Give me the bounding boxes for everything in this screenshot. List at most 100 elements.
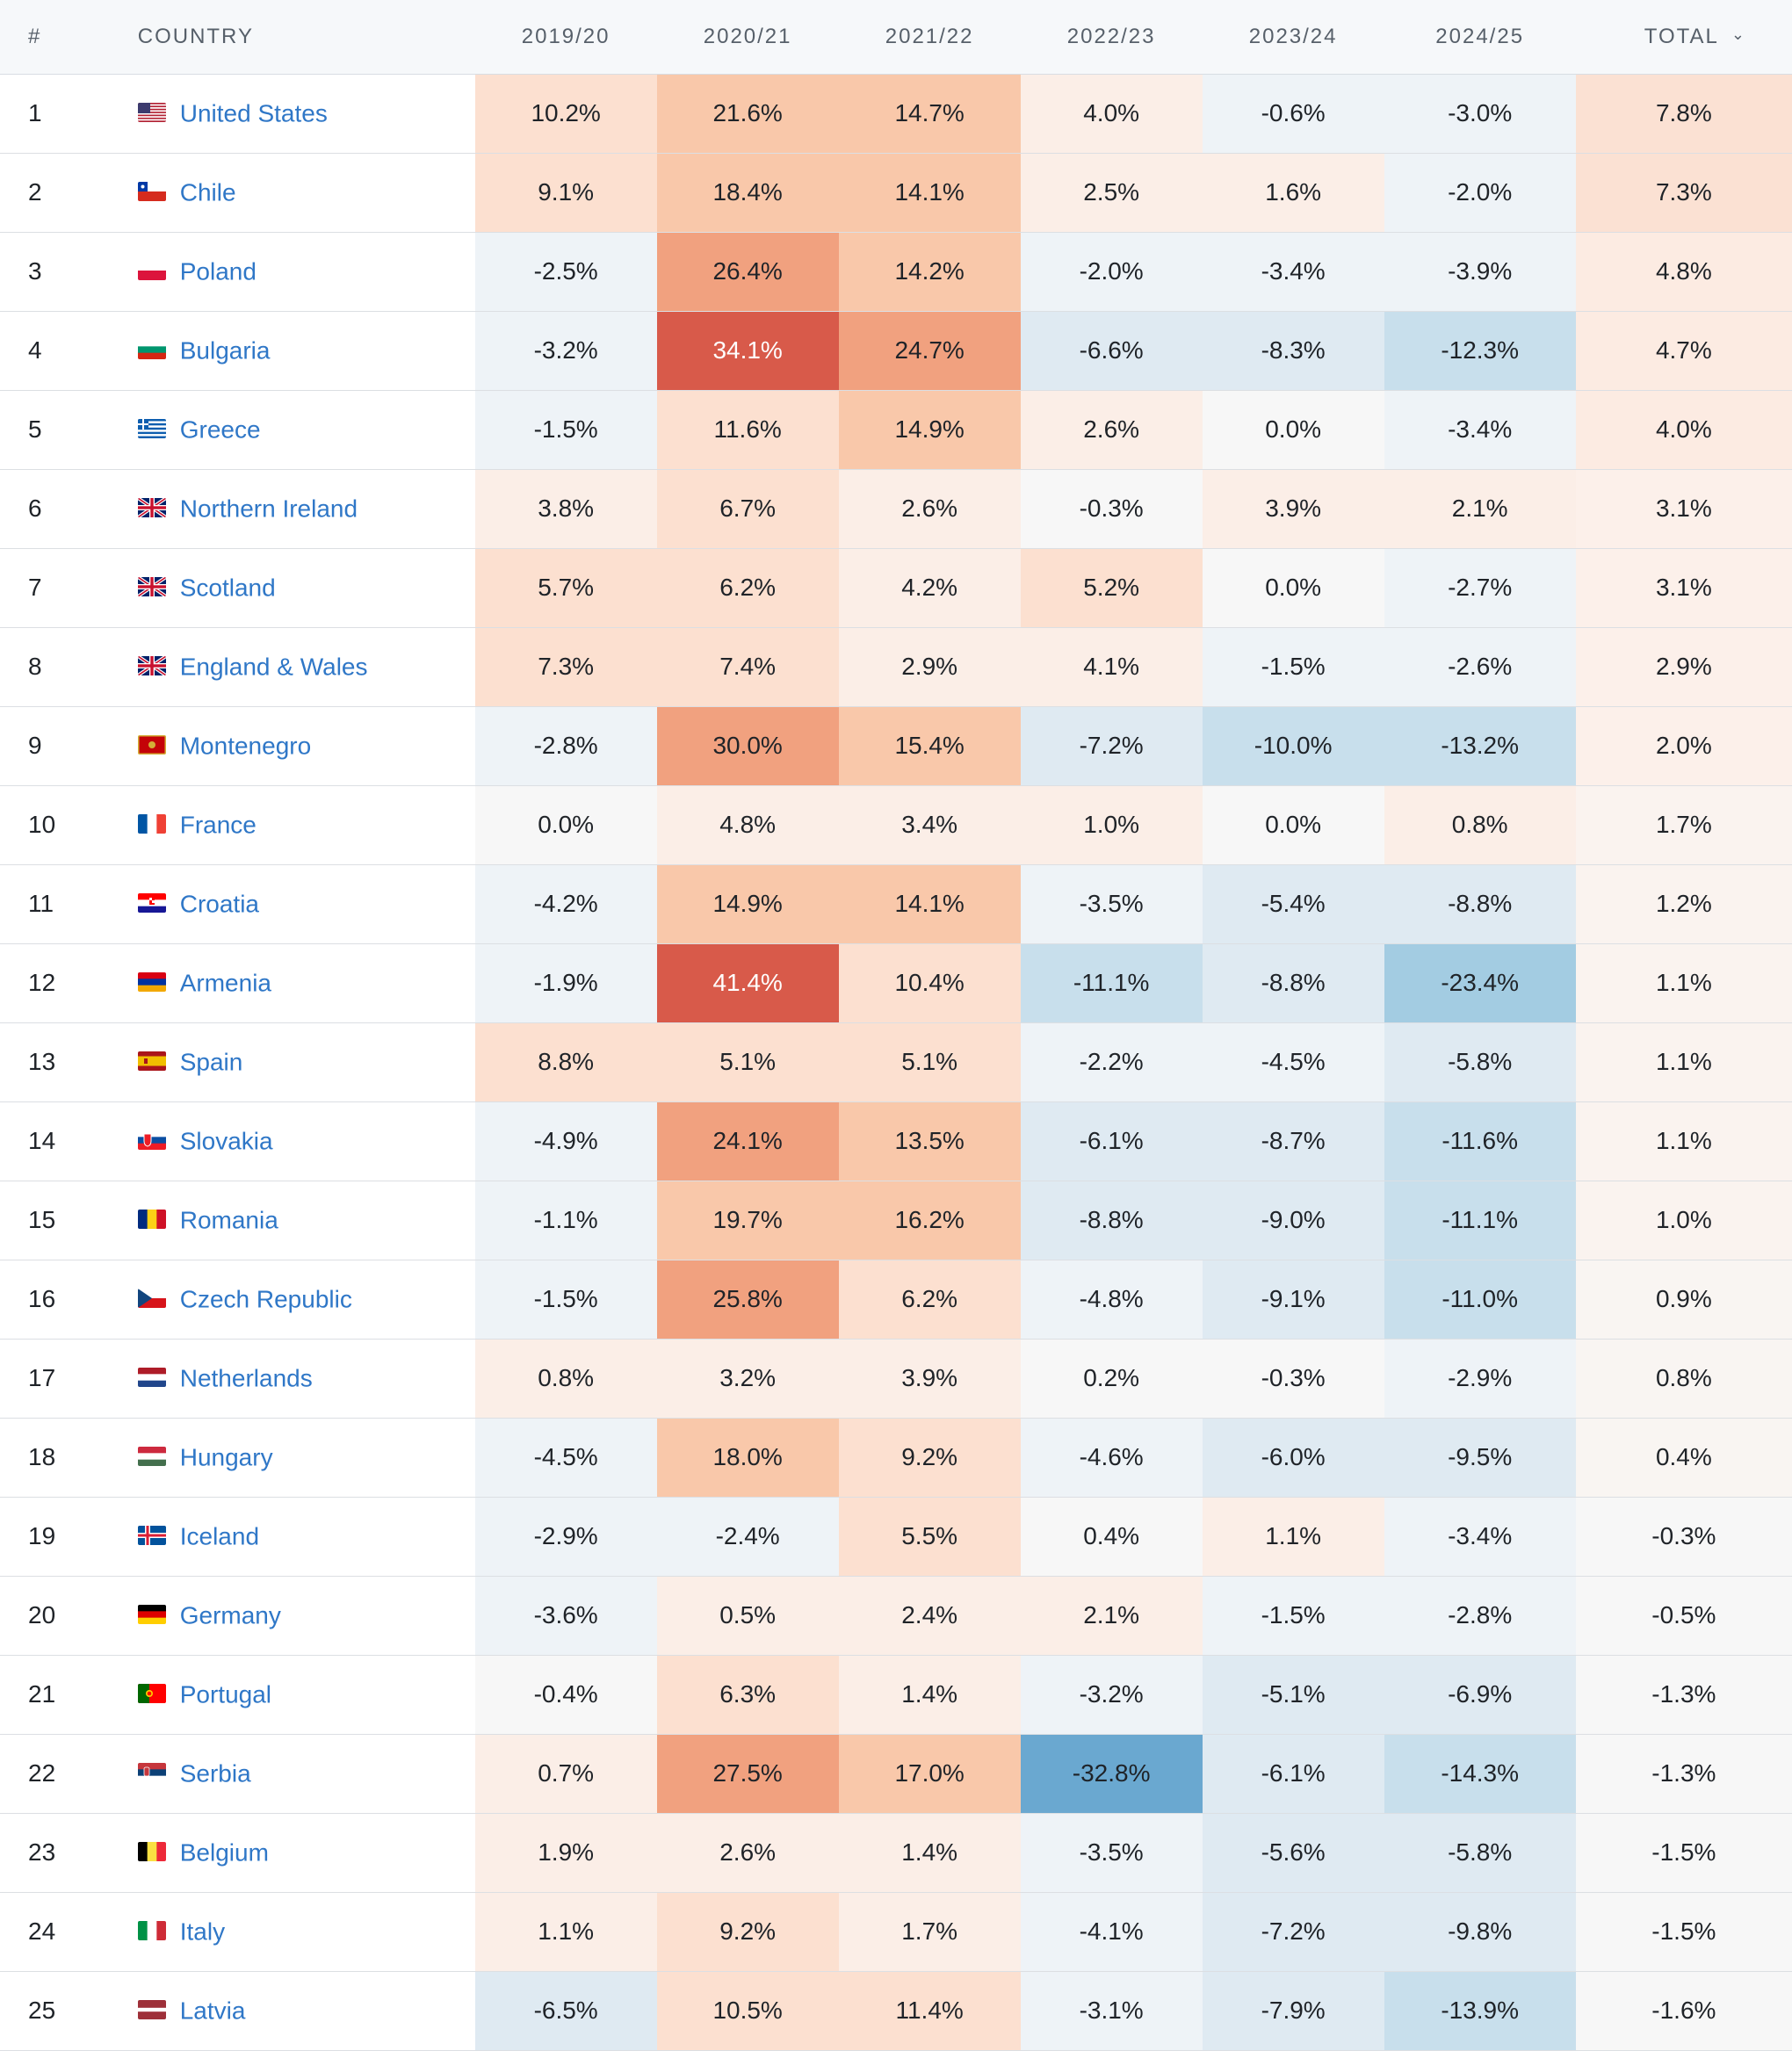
country-link[interactable]: Croatia (179, 890, 259, 918)
table-row[interactable]: 13 Spain 8.8% 5.1% 5.1% -2.2% -4.5% -5.8% 1.1% (0, 1022, 1792, 1102)
country-link[interactable]: Bulgaria (179, 336, 271, 365)
country-link[interactable]: England & Wales (179, 653, 368, 681)
country-link[interactable]: Slovakia (179, 1127, 273, 1155)
total-cell: -1.5% (1575, 1813, 1792, 1893)
value-cell-2019-20: 7.3% (474, 627, 657, 707)
table-row[interactable]: 17 Netherlands 0.8% 3.2% 3.9% 0.2% -0.3% -2.9% 0… (0, 1339, 1792, 1419)
country-link[interactable]: Greece (179, 415, 261, 444)
rank-cell: 12 (0, 943, 133, 1023)
value-cell-2024-25: -5.8% (1384, 1022, 1576, 1102)
value-cell-2024-25: 0.8% (1384, 785, 1576, 865)
table-row[interactable]: 3 Poland -2.5% 26.4% 14.2% -2.0% -3.4% -3.9% 4.8… (0, 232, 1792, 312)
country-cell: Germany (132, 1576, 475, 1656)
value-cell-2024-25: -11.1% (1384, 1181, 1576, 1260)
country-link[interactable]: Portugal (179, 1680, 272, 1708)
table-row[interactable]: 14 Slovakia -4.9% 24.1% 13.5% -6.1% -8.7% -11.6… (0, 1101, 1792, 1181)
value-cell-2020-21: 14.9% (656, 864, 839, 944)
header-year-2024-25[interactable]: 2024/25 (1384, 0, 1576, 75)
value-cell-2022-23: -3.5% (1020, 1813, 1203, 1893)
rank-cell: 8 (0, 627, 133, 707)
value-cell-2021-22: 14.2% (838, 232, 1021, 312)
value-cell-2023-24: -0.6% (1202, 74, 1384, 154)
value-cell-2023-24: -7.2% (1202, 1892, 1384, 1972)
value-cell-2024-25: -11.6% (1384, 1101, 1576, 1181)
country-link[interactable]: United States (179, 99, 328, 127)
country-link[interactable]: Hungary (179, 1443, 273, 1471)
table-row[interactable]: 23 Belgium 1.9% 2.6% 1.4% -3.5% -5.6% -5.8% -1.5… (0, 1813, 1792, 1893)
country-link[interactable]: Northern Ireland (179, 495, 358, 523)
country-link[interactable]: Spain (179, 1048, 243, 1076)
header-year-2022-23[interactable]: 2022/23 (1020, 0, 1203, 75)
table-row[interactable]: 21 Portugal -0.4% 6.3% 1.4% -3.2% -5.1% -6.9% -1… (0, 1655, 1792, 1735)
value-cell-2020-21: 6.7% (656, 469, 839, 549)
flag-rs-icon (137, 1762, 166, 1782)
table-row[interactable]: 11 Croatia -4.2% 14.9% 14.1% -3.5% -5.4% -8.8% 1… (0, 864, 1792, 944)
table-row[interactable]: 22 Serbia 0.7% 27.5% 17.0% -32.8% -6.1% -14.3% -… (0, 1734, 1792, 1814)
country-link[interactable]: Poland (179, 257, 257, 285)
rank-cell: 10 (0, 785, 133, 865)
header-rank[interactable]: # (0, 0, 133, 75)
header-country[interactable]: COUNTRY (132, 0, 475, 75)
country-link[interactable]: Italy (179, 1917, 226, 1946)
table-row[interactable]: 10 France 0.0% 4.8% 3.4% 1.0% 0.0% 0.8% 1.7% (0, 785, 1792, 865)
flag-cz-icon (137, 1288, 166, 1308)
table-row[interactable]: 7 Scotland 5.7% 6.2% 4.2% 5.2% 0.0% -2.7% 3.1% (0, 548, 1792, 628)
country-link[interactable]: Iceland (179, 1522, 260, 1550)
value-cell-2021-22: 5.5% (838, 1497, 1021, 1577)
value-cell-2022-23: 0.4% (1020, 1497, 1203, 1577)
value-cell-2022-23: -4.6% (1020, 1418, 1203, 1498)
rank-cell: 4 (0, 311, 133, 391)
header-year-2023-24[interactable]: 2023/24 (1202, 0, 1384, 75)
country-link[interactable]: Scotland (179, 574, 276, 602)
country-link[interactable]: Serbia (179, 1759, 251, 1787)
value-cell-2019-20: -4.9% (474, 1101, 657, 1181)
header-year-2020-21[interactable]: 2020/21 (656, 0, 839, 75)
country-link[interactable]: Czech Republic (179, 1285, 352, 1313)
table-row[interactable]: 24 Italy 1.1% 9.2% 1.7% -4.1% -7.2% -9.8% -1.5% (0, 1892, 1792, 1972)
country-link[interactable]: Romania (179, 1206, 278, 1234)
header-total[interactable]: TOTAL ⌄ (1575, 0, 1792, 75)
table-header-row: # COUNTRY 2019/20 2020/21 2021/22 2022/2… (0, 0, 1792, 75)
table-row[interactable]: 20 Germany -3.6% 0.5% 2.4% 2.1% -1.5% -2.8% -0.5… (0, 1576, 1792, 1656)
country-link[interactable]: France (179, 811, 257, 839)
table-row[interactable]: 8 England & Wales 7.3% 7.4% 2.9% 4.1% -1.5% -2.… (0, 627, 1792, 707)
country-link[interactable]: Montenegro (179, 732, 312, 760)
total-cell: 3.1% (1575, 548, 1792, 628)
country-link[interactable]: Armenia (179, 969, 271, 997)
table-row[interactable]: 6 Northern Ireland 3.8% 6.7% 2.6% -0.3% 3.9% 2.… (0, 469, 1792, 549)
country-link[interactable]: Germany (179, 1601, 281, 1629)
total-cell: 1.0% (1575, 1181, 1792, 1260)
table-row[interactable]: 15 Romania -1.1% 19.7% 16.2% -8.8% -9.0% -11.1%… (0, 1181, 1792, 1260)
table-row[interactable]: 5 Greece -1.5% 11.6% 14.9% 2.6% 0.0% -3.4% 4.0% (0, 390, 1792, 470)
country-cell: Italy (132, 1892, 475, 1972)
value-cell-2024-25: -3.0% (1384, 74, 1576, 154)
header-year-2019-20[interactable]: 2019/20 (474, 0, 657, 75)
table-row[interactable]: 12 Armenia -1.9% 41.4% 10.4% -11.1% -8.8% -23.4… (0, 943, 1792, 1023)
country-link[interactable]: Netherlands (179, 1364, 313, 1392)
table-row[interactable]: 25 Latvia -6.5% 10.5% 11.4% -3.1% -7.9% -13.9% -… (0, 1971, 1792, 2051)
value-cell-2022-23: -6.6% (1020, 311, 1203, 391)
value-cell-2021-22: 1.4% (838, 1655, 1021, 1735)
country-link[interactable]: Chile (179, 178, 236, 206)
value-cell-2020-21: 7.4% (656, 627, 839, 707)
value-cell-2022-23: 4.1% (1020, 627, 1203, 707)
value-cell-2020-21: 18.4% (656, 153, 839, 233)
table-row[interactable]: 18 Hungary -4.5% 18.0% 9.2% -4.6% -6.0% -9.5% 0.… (0, 1418, 1792, 1498)
value-cell-2023-24: 3.9% (1202, 469, 1384, 549)
table-row[interactable]: 16 Czech Republic -1.5% 25.8% 6.2% -4.8% -9.1%… (0, 1260, 1792, 1340)
country-cell: Croatia (132, 864, 475, 944)
table-row[interactable]: 1 United States 10.2% 21.6% 14.7% 4.0% -0.6% -3… (0, 74, 1792, 154)
header-year-2021-22[interactable]: 2021/22 (838, 0, 1021, 75)
value-cell-2024-25: -13.9% (1384, 1971, 1576, 2051)
country-cell: Bulgaria (132, 311, 475, 391)
country-link[interactable]: Belgium (179, 1838, 269, 1867)
country-link[interactable]: Latvia (179, 1997, 246, 2025)
table-row[interactable]: 19 Iceland -2.9% -2.4% 5.5% 0.4% 1.1% -3.4% -0.3… (0, 1497, 1792, 1577)
table-row[interactable]: 9 Montenegro -2.8% 30.0% 15.4% -7.2% -10.0% -13… (0, 706, 1792, 786)
table-row[interactable]: 4 Bulgaria -3.2% 34.1% 24.7% -6.6% -8.3% -12.3%… (0, 311, 1792, 391)
rank-cell: 25 (0, 1971, 133, 2051)
table-row[interactable]: 2 Chile 9.1% 18.4% 14.1% 2.5% 1.6% -2.0% 7.3% (0, 153, 1792, 233)
value-cell-2020-21: 41.4% (656, 943, 839, 1023)
total-cell: 2.9% (1575, 627, 1792, 707)
rank-cell: 11 (0, 864, 133, 944)
